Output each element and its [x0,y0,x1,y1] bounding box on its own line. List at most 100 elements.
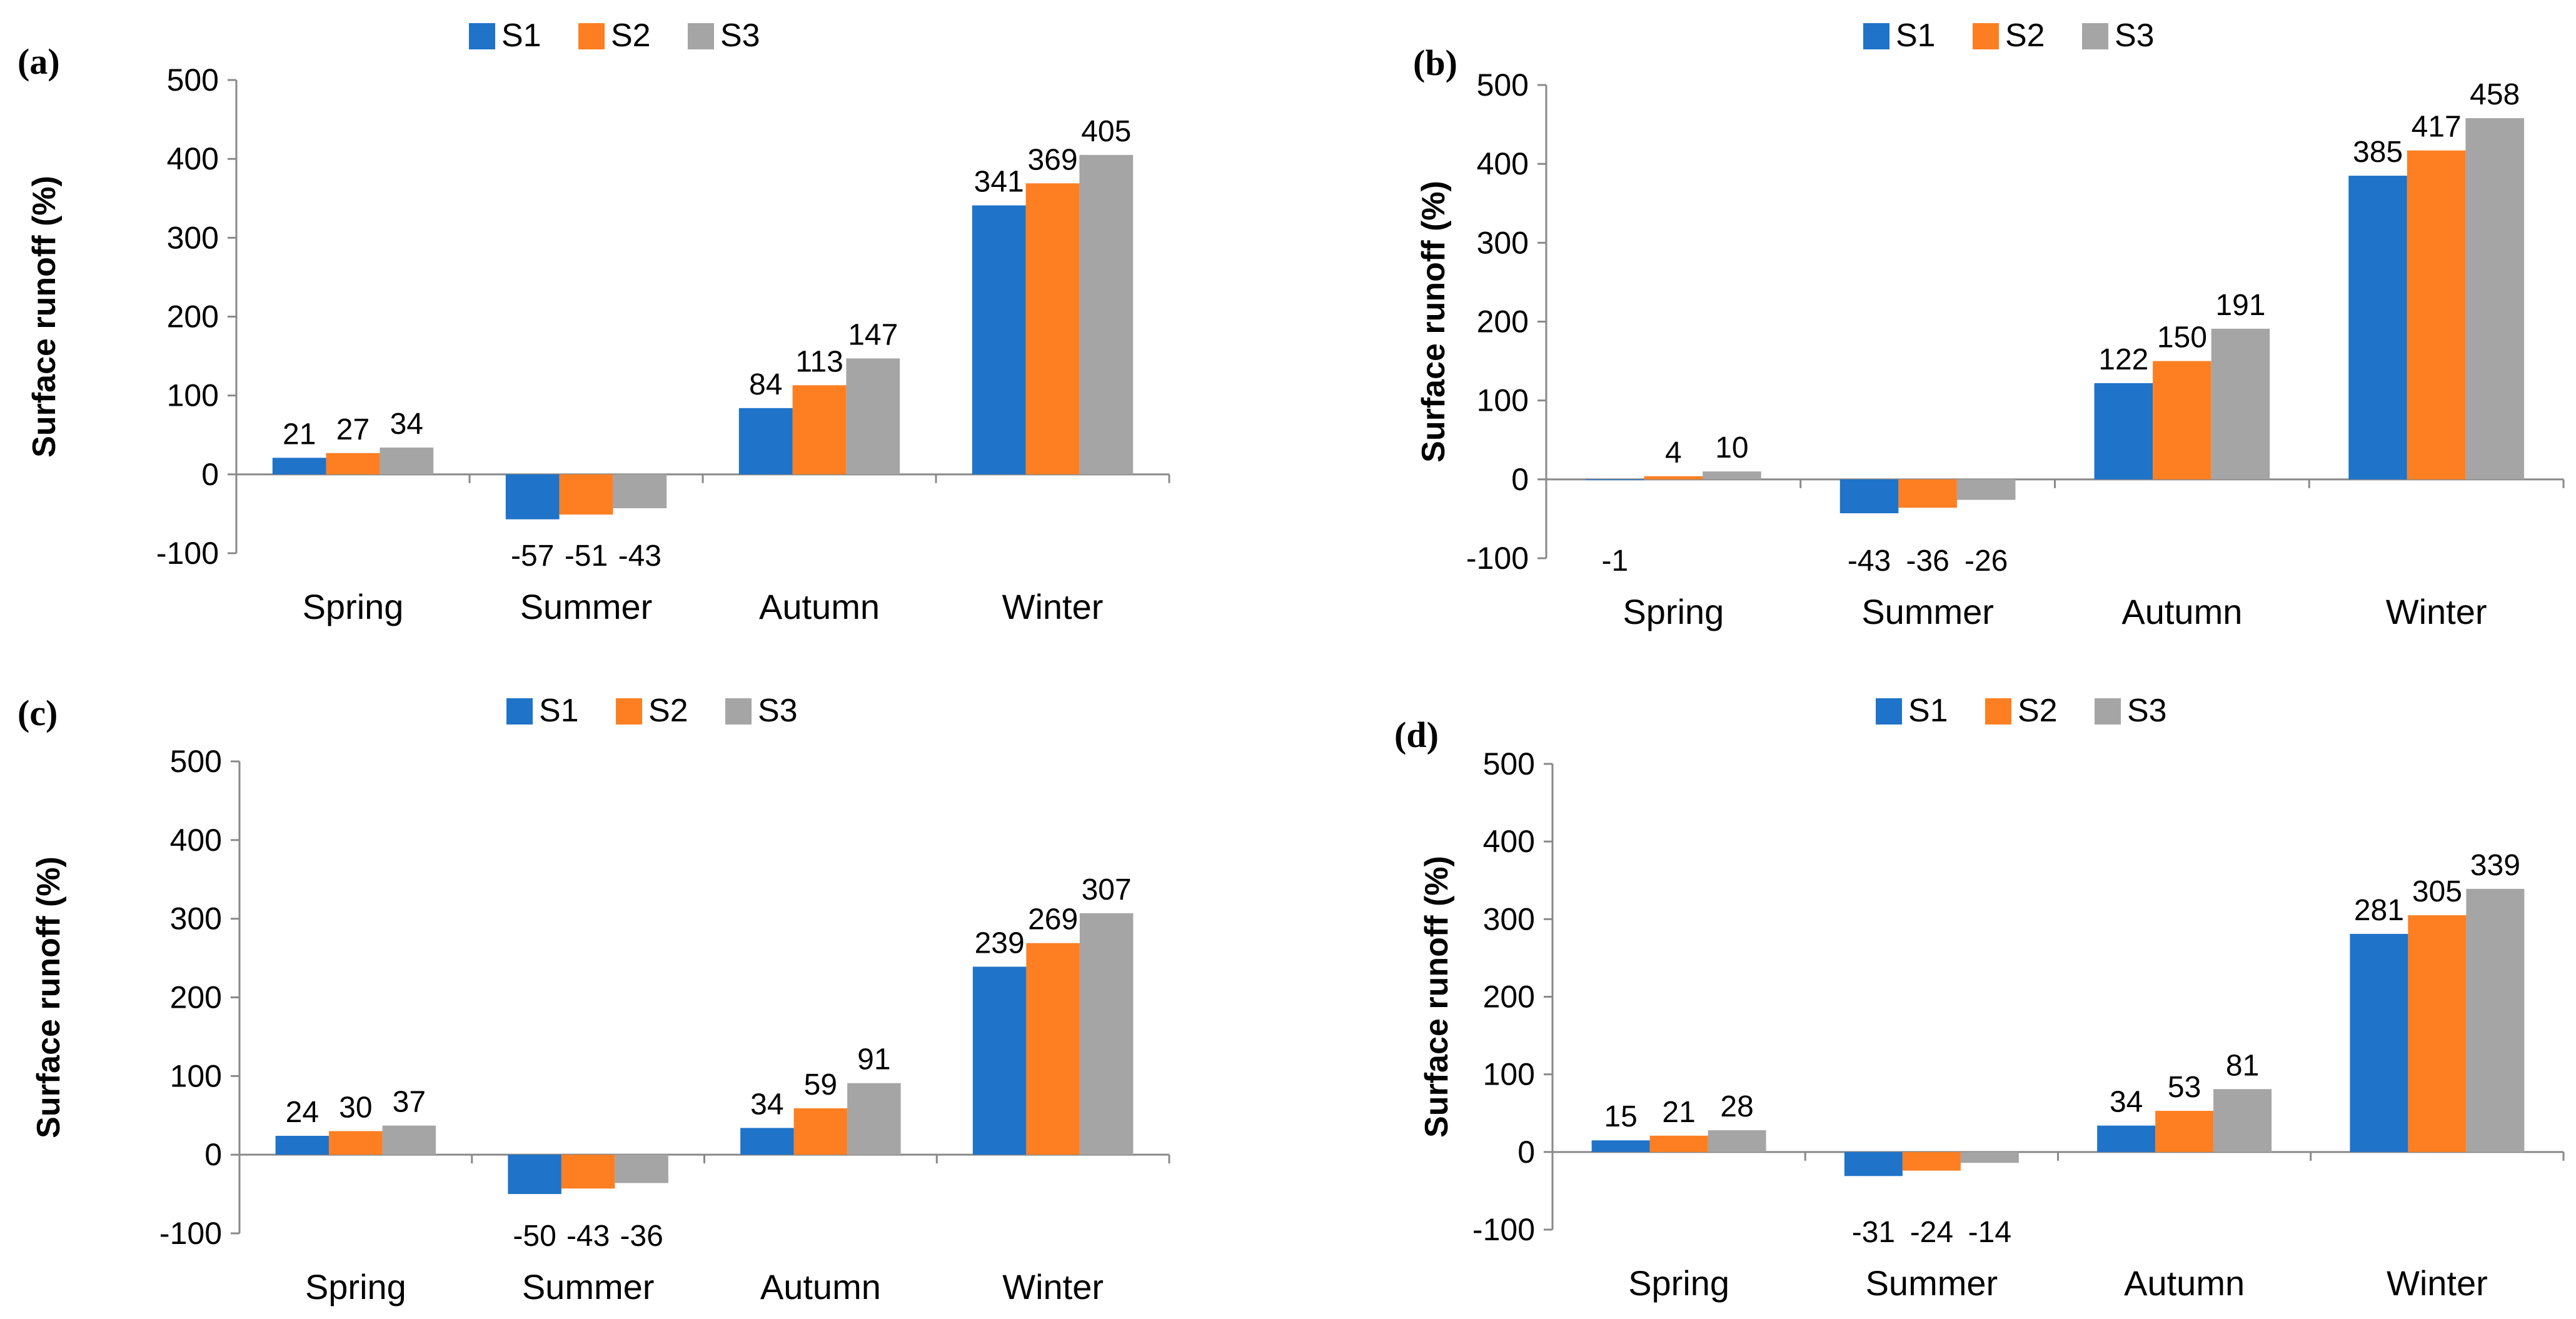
y-tick-label: -100 [159,1216,222,1251]
legend-swatch-s2 [1973,23,1999,49]
bar-s2-autumn [2155,1111,2214,1152]
data-label: 122 [2098,343,2148,376]
legend-swatch-s3 [2082,23,2108,49]
x-category-label: Winter [1002,587,1104,626]
y-tick-label: 400 [1477,146,1529,181]
data-label: 113 [795,345,843,378]
y-tick-label: 100 [1477,383,1529,418]
x-category-label: Autumn [759,587,880,626]
x-category-label: Summer [520,587,653,626]
legend-label-s3: S3 [2127,693,2167,729]
data-label: 4 [1665,436,1682,469]
y-axis-title: Surface runoff (%) [1419,856,1455,1138]
y-axis-title: Surface runoff (%) [31,856,67,1138]
legend-swatch-s3 [2095,698,2121,725]
data-label: 239 [975,926,1025,960]
legend-swatch-s3 [688,23,714,49]
legend-label-s3: S3 [758,693,798,729]
bar-s2-summer [1898,479,1957,508]
y-tick-label: 300 [1483,901,1535,936]
data-label: 10 [1715,431,1748,464]
y-tick-label: 100 [167,378,219,413]
x-category-label: Summer [1866,1263,1998,1303]
legend-label-s1: S1 [501,18,541,54]
y-tick-label: -100 [1472,1212,1535,1247]
data-label: 405 [1081,115,1131,148]
chart-panel-0: (a) Surface runoff (%) -100 0 100 200 300 400 50… [18,18,1170,626]
y-axis-title: Surface runoff (%) [1416,181,1452,463]
data-label: -1 [1601,544,1628,578]
x-category-label: Winter [2386,592,2487,631]
bar-s2-spring [326,453,380,474]
data-label: 369 [1027,143,1077,176]
bar-s3-winter [1079,913,1134,1155]
bar-s1-winter [972,205,1026,474]
y-tick-label: 400 [1483,824,1535,859]
x-category-label: Spring [305,1267,406,1306]
x-category-label: Summer [1861,592,1994,631]
bar-s2-winter [2407,150,2466,479]
bar-s3-summer [1960,1151,2019,1163]
bar-s1-summer [1844,1151,1903,1176]
data-label: 458 [2470,78,2520,111]
y-tick-label: 300 [170,901,222,936]
data-label: -51 [565,539,608,573]
data-label: 269 [1028,903,1078,936]
x-category-label: Spring [1623,592,1724,631]
bar-s1-autumn [2094,383,2153,479]
bar-s1-winter [2350,933,2408,1152]
bar-s1-summer [505,474,560,519]
bar-s3-spring [1703,471,1761,479]
y-tick-label: -100 [156,536,219,571]
y-tick-label: 400 [167,141,219,176]
bar-s3-spring [380,447,434,474]
legend-label-s2: S2 [611,18,651,54]
data-label: -31 [1852,1216,1895,1249]
bar-s3-winter [2465,118,2524,479]
data-label: 24 [286,1096,319,1129]
bar-s2-autumn [793,1108,848,1155]
bar-s3-autumn [2213,1089,2272,1152]
legend-swatch-s2 [616,698,642,725]
y-tick-label: 0 [201,457,219,492]
data-label: 147 [848,318,898,351]
panel-letter: (b) [1413,43,1457,83]
bar-s3-autumn [847,1083,901,1155]
bar-s2-summer [561,1155,615,1189]
data-label: 84 [749,368,782,401]
y-tick-label: -100 [1466,541,1529,576]
data-label: -43 [566,1220,610,1253]
legend-label-s1: S1 [539,693,579,729]
data-label: 81 [2226,1049,2259,1082]
x-category-label: Winter [1002,1267,1104,1306]
bar-s2-spring [329,1131,383,1155]
panel-letter: (d) [1394,715,1439,755]
bar-s1-summer [508,1155,561,1195]
bar-s1-winter [2348,176,2407,479]
bar-s3-summer [1956,479,2016,500]
bar-s3-spring [382,1125,436,1155]
y-tick-label: 400 [170,823,222,858]
legend-swatch-s1 [1876,698,1902,725]
data-label: 30 [339,1091,372,1124]
x-category-label: Autumn [2121,592,2242,631]
data-label: 339 [2470,849,2520,882]
x-category-label: Winter [2387,1263,2488,1303]
data-label: -26 [1965,544,2008,578]
bar-s1-spring [275,1135,330,1155]
y-tick-label: 0 [204,1137,222,1172]
y-tick-label: 500 [170,744,222,779]
legend-swatch-s1 [469,23,495,49]
legend-label-s1: S1 [1908,693,1948,729]
data-label: 37 [393,1086,426,1119]
bar-s2-summer [559,474,613,515]
bar-s2-winter [1025,183,1080,474]
chart-panel-2: (c) Surface runoff (%) -100 0 100 200 300 400 50… [18,693,1170,1306]
y-tick-label: 0 [1517,1135,1535,1170]
legend-label-s3: S3 [720,18,760,54]
panel-letter: (a) [18,41,60,82]
data-label: 21 [1662,1096,1695,1129]
y-tick-label: 500 [167,63,219,98]
data-label: 15 [1604,1100,1637,1133]
y-tick-label: 100 [170,1058,222,1093]
